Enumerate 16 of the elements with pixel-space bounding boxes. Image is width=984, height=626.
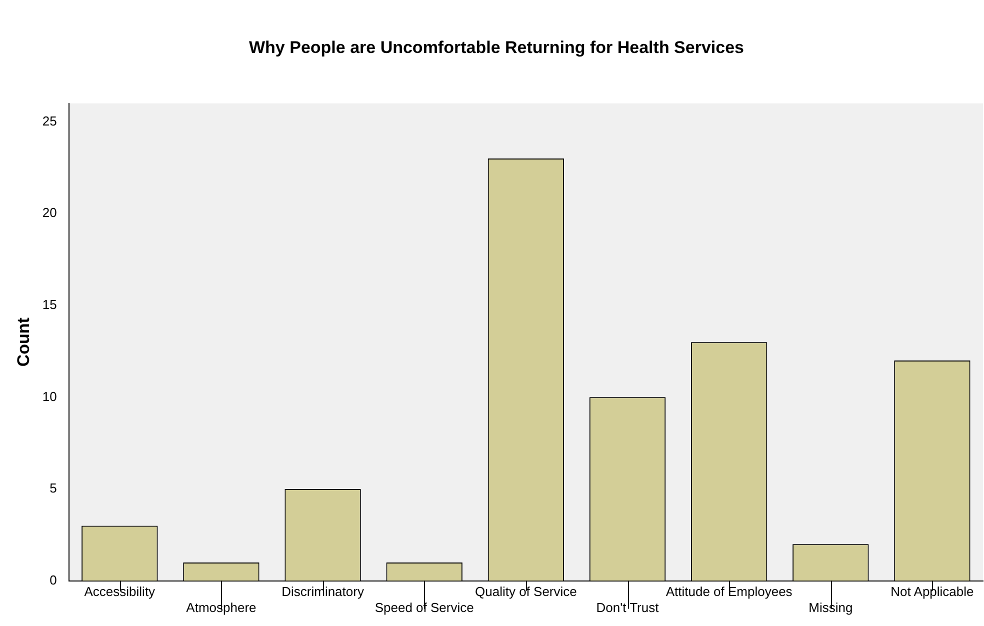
x-tick-label: Atmosphere — [186, 600, 256, 615]
y-tick-label: 10 — [42, 388, 57, 404]
x-tick-label: Quality of Service — [474, 584, 577, 600]
y-axis-title: Count — [14, 317, 33, 367]
y-tick-label: 0 — [50, 572, 57, 588]
chart-title: Why People are Uncomfortable Returning for Health Services — [248, 38, 744, 57]
y-tick-label: 20 — [42, 205, 57, 220]
x-tick-label: Accessibility — [84, 584, 156, 600]
x-tick-label: Missing — [808, 600, 853, 615]
x-tick-label: Discriminatory — [282, 584, 364, 600]
x-tick-label: Attitude of Employees — [666, 584, 793, 600]
x-tick-label: Don't Trust — [596, 600, 660, 615]
y-tick-label: 15 — [42, 296, 57, 312]
x-tick-label: Not Applicable — [890, 584, 974, 600]
y-tick-label: 5 — [50, 480, 57, 496]
y-tick-label: 25 — [42, 113, 57, 128]
